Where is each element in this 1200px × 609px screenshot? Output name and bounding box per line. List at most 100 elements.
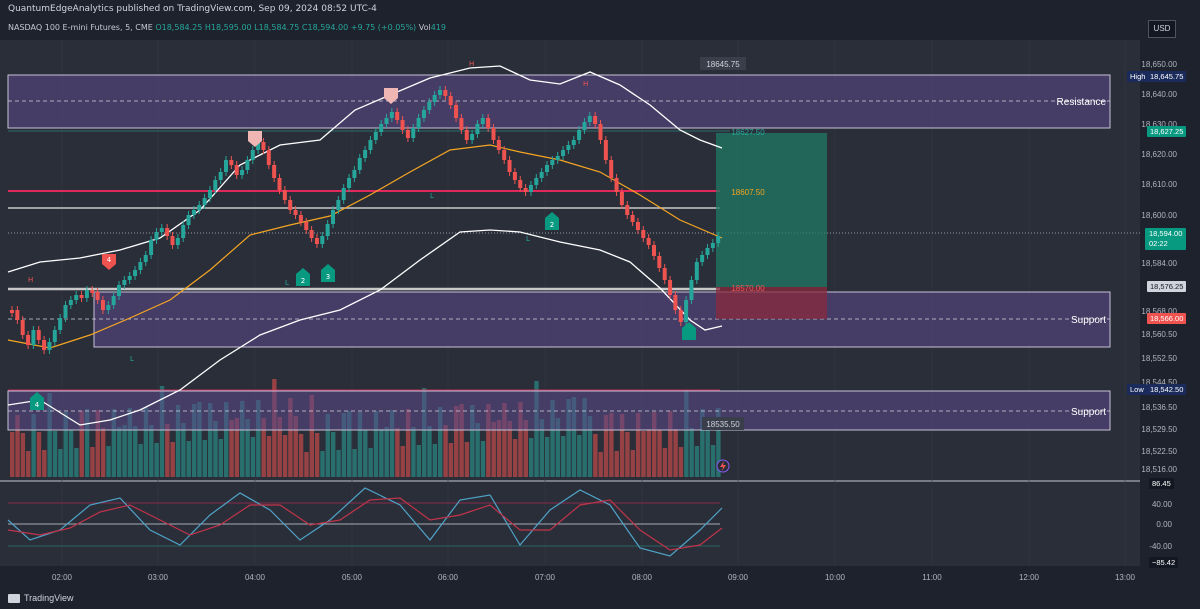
candle-body xyxy=(432,95,437,102)
candle-body xyxy=(716,236,721,243)
osc-max-tag: 86.45 xyxy=(1149,478,1174,489)
close-value: C18,594.00 xyxy=(301,23,349,32)
level-white-tag: 18,576.25 xyxy=(1147,281,1187,292)
candle-body xyxy=(309,230,314,238)
volume-bar xyxy=(496,420,502,477)
support-zone-upper[interactable] xyxy=(93,291,1111,348)
volume-bar xyxy=(47,393,52,477)
candle-body xyxy=(106,305,111,310)
symbol-name: NASDAQ 100 E-mini Futures, 5, CME xyxy=(8,23,153,32)
candle-body xyxy=(138,262,143,270)
volume-bar xyxy=(261,418,266,477)
tradingview-logo-icon xyxy=(8,593,20,603)
candle-body xyxy=(181,225,186,238)
candle-body xyxy=(213,180,218,190)
price-tick: 18,516.00 xyxy=(1141,465,1177,474)
marker-buy-2 xyxy=(296,268,310,286)
volume-bar xyxy=(127,408,133,477)
volume-bar xyxy=(331,432,336,477)
volume-bar xyxy=(646,429,652,477)
candle-body xyxy=(47,342,52,350)
volume-bar xyxy=(716,408,721,477)
volume-bar xyxy=(432,444,438,477)
volume-bar xyxy=(186,441,191,477)
support-zone-lower[interactable] xyxy=(7,390,1111,431)
volume-bar xyxy=(347,411,352,477)
candle-body xyxy=(341,188,346,200)
candle-body xyxy=(678,310,683,322)
volume-bar xyxy=(224,402,229,477)
volume-bar xyxy=(197,402,202,477)
candle-body xyxy=(272,165,277,178)
volume-bar xyxy=(619,414,625,477)
low-tag-label: Low xyxy=(1127,384,1147,395)
candle-body xyxy=(614,178,619,192)
price-tick: 18,529.50 xyxy=(1141,425,1177,434)
volume-bar xyxy=(298,434,304,477)
volume-bar xyxy=(539,419,545,477)
candle-body xyxy=(170,236,175,245)
resistance-zone[interactable] xyxy=(7,74,1111,129)
support-label-upper: Support xyxy=(1071,315,1106,326)
volume-bar xyxy=(256,400,261,477)
marker-buy-2-label: 2 xyxy=(301,277,305,285)
candle-body xyxy=(577,130,582,140)
position-target-area[interactable] xyxy=(716,133,827,287)
volume-bar xyxy=(587,416,593,477)
volume-bar xyxy=(486,404,491,477)
volume-bar xyxy=(277,417,282,477)
marker-sell-a xyxy=(248,131,262,147)
candle-body xyxy=(31,330,36,345)
candle-body xyxy=(149,240,154,255)
candle-body xyxy=(507,160,512,172)
candle-body xyxy=(619,192,624,205)
volume-bar xyxy=(673,429,678,477)
candle-body xyxy=(705,248,710,255)
candle-body xyxy=(491,128,496,140)
volume-bar xyxy=(459,404,464,477)
volume-bar xyxy=(181,423,186,477)
candle-body xyxy=(662,268,667,280)
candle-body xyxy=(475,124,480,134)
volume-bar xyxy=(635,413,641,477)
price-tick: 18,536.50 xyxy=(1141,403,1177,412)
lower-band xyxy=(7,229,723,426)
tradingview-logo[interactable]: TradingView xyxy=(8,593,74,603)
position-stop-area[interactable] xyxy=(716,287,827,319)
currency-button[interactable]: USD xyxy=(1148,20,1176,38)
time-axis[interactable]: 02:00 03:00 04:00 05:00 06:00 07:00 08:00 09:00… xyxy=(52,573,1136,582)
candle-body xyxy=(694,262,699,280)
candle-body xyxy=(641,230,646,238)
price-axis[interactable]: 18,650.00 18,640.00 18,630.00 18,620.00 18,6… xyxy=(1141,60,1177,551)
price-tick: 18,600.00 xyxy=(1141,211,1177,220)
candle-body xyxy=(400,120,405,130)
candle-body xyxy=(90,290,95,293)
volume-bar xyxy=(15,415,20,477)
symbol-legend[interactable]: NASDAQ 100 E-mini Futures, 5, CME O18,58… xyxy=(8,23,446,32)
volume-bar xyxy=(26,451,31,477)
candle-body xyxy=(229,160,234,165)
candle-body xyxy=(502,150,507,160)
price-tick: 18,560.50 xyxy=(1141,330,1177,339)
time-tick: 04:00 xyxy=(245,573,266,582)
candle-body xyxy=(250,150,255,160)
candle-body xyxy=(63,305,68,318)
price-tick: 18,568.00 xyxy=(1141,307,1177,316)
candle-body xyxy=(411,128,416,138)
volume-bar xyxy=(218,439,224,477)
price-tick: 18,584.00 xyxy=(1141,259,1177,268)
candle-body xyxy=(389,112,394,118)
volume-bar xyxy=(10,432,15,477)
candle-body xyxy=(496,140,501,150)
resistance-label: Resistance xyxy=(1057,97,1107,108)
change-value: +9.75 (+0.05%) xyxy=(350,23,417,32)
price-tick: 18,522.50 xyxy=(1141,447,1177,456)
high-value: H18,595.00 xyxy=(204,23,252,32)
volume-bar xyxy=(336,450,341,477)
candle-body xyxy=(224,160,228,172)
candle-body xyxy=(545,165,549,172)
candle-body xyxy=(282,190,287,200)
volume-bar xyxy=(191,404,197,477)
volume-bar xyxy=(207,403,213,477)
